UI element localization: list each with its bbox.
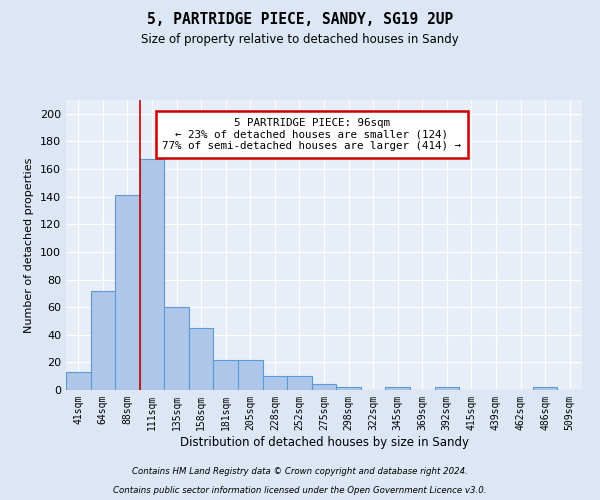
Text: Contains HM Land Registry data © Crown copyright and database right 2024.: Contains HM Land Registry data © Crown c…: [132, 467, 468, 476]
Bar: [91, 290, 115, 390]
Bar: [287, 376, 312, 390]
Bar: [66, 372, 91, 390]
Text: Size of property relative to detached houses in Sandy: Size of property relative to detached ho…: [141, 32, 459, 46]
Bar: [263, 376, 287, 390]
Text: Contains public sector information licensed under the Open Government Licence v3: Contains public sector information licen…: [113, 486, 487, 495]
X-axis label: Distribution of detached houses by size in Sandy: Distribution of detached houses by size …: [179, 436, 469, 448]
Text: 5, PARTRIDGE PIECE, SANDY, SG19 2UP: 5, PARTRIDGE PIECE, SANDY, SG19 2UP: [147, 12, 453, 28]
Bar: [533, 387, 557, 390]
Bar: [164, 307, 189, 390]
Y-axis label: Number of detached properties: Number of detached properties: [25, 158, 34, 332]
Bar: [140, 160, 164, 390]
Bar: [189, 328, 214, 390]
Bar: [115, 196, 140, 390]
Bar: [434, 387, 459, 390]
Bar: [336, 387, 361, 390]
Bar: [238, 360, 263, 390]
Bar: [214, 360, 238, 390]
Bar: [385, 387, 410, 390]
Bar: [312, 384, 336, 390]
Text: 5 PARTRIDGE PIECE: 96sqm
← 23% of detached houses are smaller (124)
77% of semi-: 5 PARTRIDGE PIECE: 96sqm ← 23% of detach…: [162, 118, 461, 151]
